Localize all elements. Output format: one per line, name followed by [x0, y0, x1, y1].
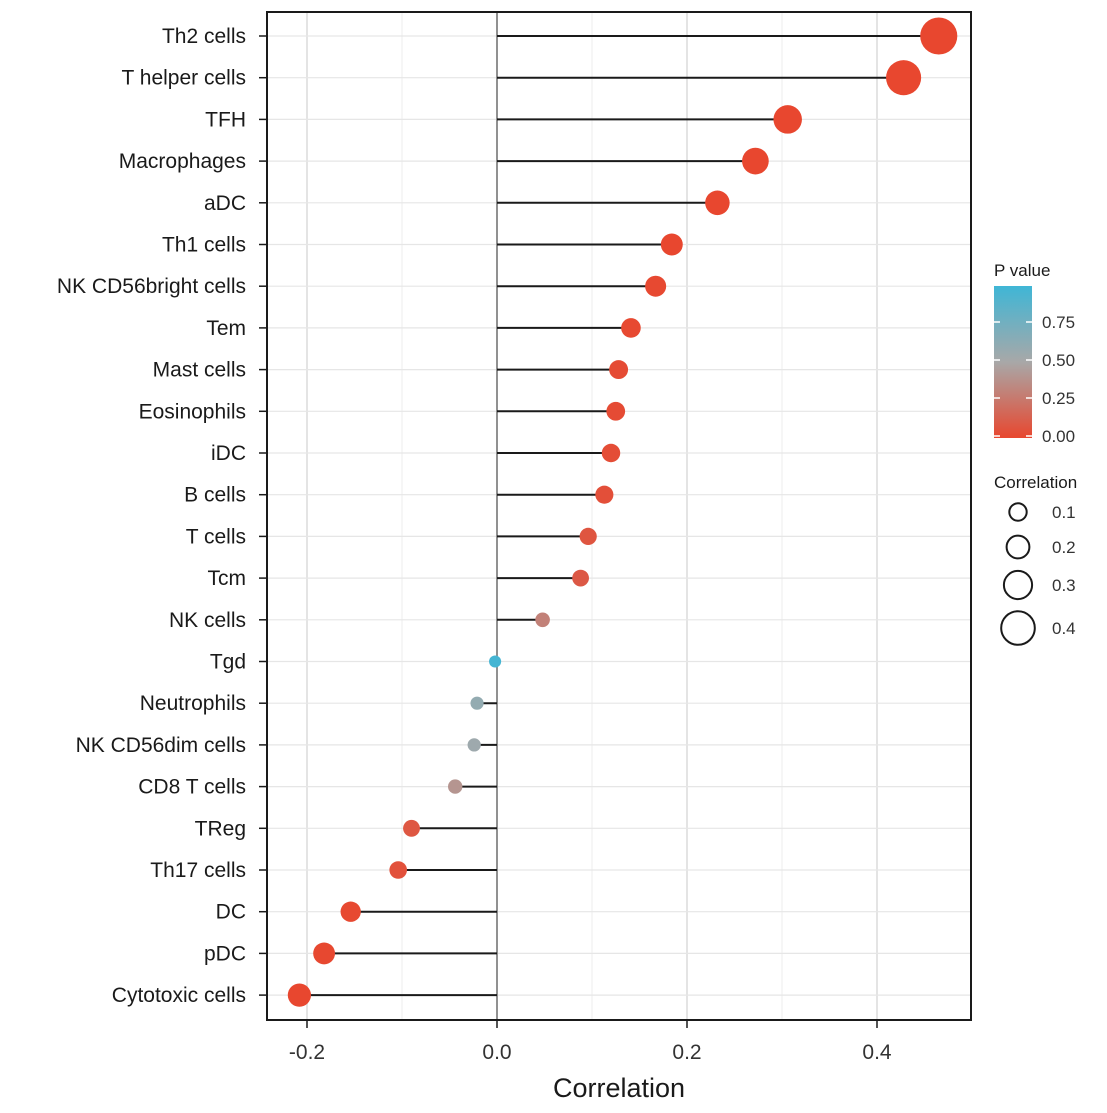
category-label: iDC	[211, 442, 246, 465]
lollipop-point	[920, 17, 958, 55]
category-label: Th2 cells	[162, 25, 246, 48]
lollipop-point	[886, 60, 922, 96]
size-legend-label: 0.2	[1052, 538, 1076, 557]
lollipop-point	[742, 147, 769, 175]
category-label: B cells	[184, 484, 246, 507]
lollipop-point	[403, 819, 420, 837]
x-tick-label: 0.0	[482, 1041, 511, 1064]
lollipop-point	[448, 779, 463, 794]
lollipop-point	[705, 190, 730, 216]
lollipop-point	[606, 401, 626, 421]
category-label: aDC	[204, 192, 246, 215]
lollipop-point	[621, 318, 641, 338]
p-value-legend-title: P value	[994, 261, 1050, 280]
size-legend-circle	[1008, 502, 1028, 522]
category-label: CD8 T cells	[138, 776, 246, 799]
category-label: Th1 cells	[162, 234, 246, 257]
size-legend-label: 0.1	[1052, 503, 1076, 522]
category-label: TReg	[195, 817, 246, 840]
x-tick-label: -0.2	[289, 1041, 325, 1064]
size-legend-label: 0.3	[1052, 576, 1076, 595]
category-label: Macrophages	[119, 150, 246, 173]
category-label: Eosinophils	[139, 400, 246, 423]
lollipop-point	[287, 983, 312, 1007]
size-legend-circle	[1005, 534, 1031, 560]
lollipop-point	[595, 485, 614, 504]
grid-layer	[267, 12, 971, 1020]
category-label: NK CD56bright cells	[57, 275, 246, 298]
point-layer	[287, 17, 958, 1007]
colorbar-tick-label: 0.50	[1042, 351, 1075, 370]
lollipop-point	[535, 612, 550, 628]
category-label: TFH	[205, 108, 246, 131]
category-label: NK cells	[169, 609, 246, 632]
category-label: DC	[216, 901, 246, 924]
category-label: Mast cells	[153, 359, 246, 382]
category-label: T cells	[186, 525, 246, 548]
correlation-size-legend: Correlation 0.1 0.2 0.3 0.4	[994, 473, 1077, 646]
category-label: Tcm	[208, 567, 247, 590]
size-legend-items: 0.1 0.2 0.3 0.4	[1000, 502, 1076, 646]
category-label: pDC	[204, 942, 246, 965]
x-axis-title: Correlation	[553, 1073, 685, 1103]
lollipop-point	[601, 443, 621, 463]
category-label: NK CD56dim cells	[76, 734, 246, 757]
p-value-colorbar-ticks: 0.00 0.25 0.50 0.75	[994, 313, 1075, 446]
lollipop-point	[389, 861, 408, 879]
category-label: Cytotoxic cells	[112, 984, 246, 1007]
colorbar-tick-label: 0.00	[1042, 427, 1075, 446]
category-label: Th17 cells	[150, 859, 246, 882]
p-value-legend: P value 0.00 0.25 0.50 0.75	[994, 261, 1075, 446]
colorbar-tick-label: 0.25	[1042, 389, 1075, 408]
x-tick-label: 0.4	[862, 1041, 892, 1064]
lollipop-point	[572, 569, 589, 587]
category-label: Tgd	[210, 651, 246, 674]
category-label: Tem	[206, 317, 246, 340]
size-legend-label: 0.4	[1052, 619, 1076, 638]
lollipop-point	[340, 901, 361, 922]
lollipop-point	[313, 942, 336, 965]
p-value-colorbar	[994, 286, 1032, 438]
y-axis-labels: Th2 cells T helper cells TFH Macrophages aDC…	[57, 25, 267, 1007]
lollipop-point	[467, 738, 481, 752]
lollipop-point	[489, 655, 502, 668]
category-label: Neutrophils	[140, 692, 246, 715]
size-legend-circle	[1000, 610, 1036, 646]
lollipop-point	[645, 275, 667, 297]
lollipop-point	[609, 360, 629, 380]
lollipop-point	[579, 527, 597, 545]
colorbar-tick-label: 0.75	[1042, 313, 1075, 332]
x-tick-label: 0.2	[672, 1041, 701, 1064]
category-label: T helper cells	[121, 67, 246, 90]
size-legend-title: Correlation	[994, 473, 1077, 492]
plot-panel-border	[266, 11, 972, 1021]
lollipop-point	[773, 105, 802, 134]
lollipop-point	[660, 233, 683, 256]
stem-layer	[299, 35, 939, 997]
lollipop-point	[470, 696, 484, 710]
x-axis-ticks: -0.2 0.0 0.2 0.4	[289, 1020, 892, 1064]
size-legend-circle	[1002, 569, 1034, 601]
